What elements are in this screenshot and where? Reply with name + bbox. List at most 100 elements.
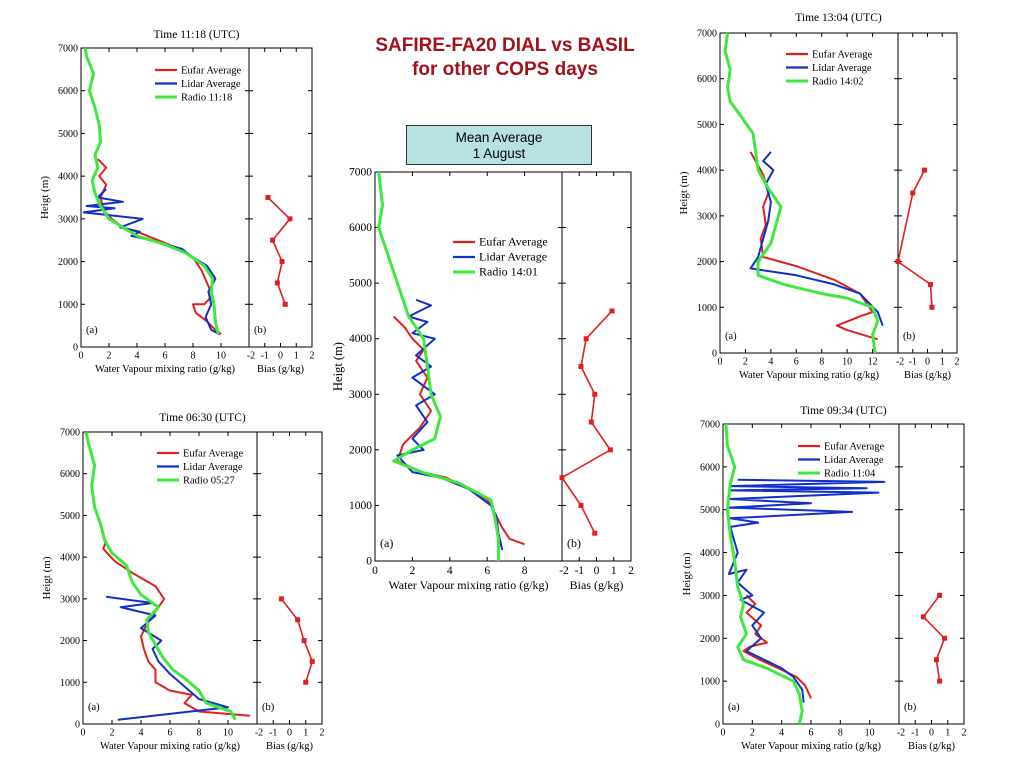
x-tick-label: 10 — [223, 728, 233, 739]
x-tick-label: 4 — [779, 728, 784, 739]
y-axis-label: Heigt (m) — [41, 556, 53, 599]
y-tick-label: 1000 — [58, 300, 78, 311]
y-tick-label: 1000 — [349, 500, 372, 512]
x-tick-label: 2 — [110, 728, 115, 739]
x-tick-label: 8 — [197, 728, 202, 739]
bias-point — [942, 635, 947, 641]
bias-x-tick-label: 0 — [278, 351, 283, 362]
y-tick-label: 0 — [73, 343, 78, 354]
y-axis-label: Heigt (m) — [678, 171, 690, 214]
bias-axis-label: Bias (g/kg) — [904, 370, 951, 381]
bias-x-tick-label: 1 — [940, 357, 945, 368]
bias-point — [895, 259, 901, 265]
y-tick-label: 2000 — [58, 257, 78, 268]
legend-label-2: Lidar Average — [812, 63, 872, 74]
y-tick-label: 0 — [75, 720, 80, 731]
series-line-2 — [396, 298, 504, 551]
bias-point — [927, 281, 933, 287]
legend-label-1: Eufar Average — [812, 50, 872, 61]
bias-x-tick-label: -1 — [269, 728, 277, 739]
x-tick-label: 2 — [750, 728, 755, 739]
series-line-1 — [742, 594, 812, 699]
mean-average-line1: Mean Average — [455, 130, 543, 145]
bias-point — [910, 190, 916, 196]
y-tick-label: 0 — [366, 556, 372, 568]
bias-x-tick-label: 1 — [294, 351, 299, 362]
panel-label-b: (b) — [254, 325, 267, 336]
panel-label-b: (b) — [262, 702, 275, 713]
bias-point — [282, 301, 288, 307]
x-tick-label: 6 — [168, 728, 173, 739]
panel-label-a: (a) — [725, 331, 737, 342]
y-axis-label: Heigt (m) — [39, 176, 51, 219]
legend-label-2: Lidar Average — [181, 79, 241, 90]
x-axis-label: Water Vapour mixing ratio (g/kg) — [739, 370, 880, 381]
bias-x-tick-label: 0 — [929, 728, 934, 739]
y-tick-label: 1000 — [697, 303, 717, 314]
bias-x-tick-label: 1 — [611, 565, 617, 577]
y-tick-label: 3000 — [697, 211, 717, 222]
series-line-1 — [97, 158, 222, 335]
legend-label-3: Radio 05:27 — [183, 476, 235, 487]
bias-x-tick-label: 0 — [925, 357, 930, 368]
x-tick-label: 8 — [522, 565, 528, 577]
x-tick-label: 6 — [163, 351, 168, 362]
y-tick-label: 5000 — [697, 120, 717, 131]
bias-point — [588, 419, 594, 425]
bias-x-tick-label: 1 — [303, 728, 308, 739]
chart-p5: Time 09:34 (UTC)010002000300040005000600… — [681, 405, 967, 752]
bias-x-tick-label: 2 — [955, 357, 960, 368]
series-line-3 — [84, 432, 237, 721]
plot-frame-b — [561, 171, 632, 562]
legend-label-1: Eufar Average — [824, 442, 884, 453]
chart-title: Time 13:04 (UTC) — [795, 12, 882, 24]
legend-label-2: Lidar Average — [824, 455, 884, 466]
x-tick-label: 6 — [794, 357, 799, 368]
y-tick-label: 6000 — [700, 462, 720, 473]
bias-point — [278, 596, 284, 602]
chart-p4: Time 13:04 (UTC)010002000300040005000600… — [678, 12, 960, 381]
chart-p1: Time 11:18 (UTC)010002000300040005000600… — [39, 29, 315, 375]
legend-label-2: Lidar Average — [183, 462, 243, 473]
plot-frame-b — [256, 431, 323, 725]
y-tick-label: 0 — [715, 720, 720, 731]
y-tick-label: 5000 — [349, 278, 372, 290]
x-tick-label: 10 — [216, 351, 226, 362]
bias-point — [609, 308, 615, 314]
panel-label-a: (a) — [728, 702, 740, 713]
x-axis-label: Water Vapour mixing ratio (g/kg) — [95, 364, 236, 375]
bias-x-tick-label: -1 — [574, 565, 584, 577]
x-tick-label: 2 — [107, 351, 112, 362]
series-line-2 — [106, 595, 229, 721]
legend-label-1: Eufar Average — [479, 235, 548, 249]
plot-frame-b — [248, 47, 313, 348]
x-tick-label: 8 — [191, 351, 196, 362]
y-axis-label: Heigt (m) — [331, 342, 345, 391]
plot-frame-b — [897, 32, 958, 354]
bias-point — [933, 657, 939, 663]
x-axis-label: Water Vapour mixing ratio (g/kg) — [741, 741, 882, 752]
x-axis-label: Water Vapour mixing ratio (g/kg) — [100, 741, 241, 752]
bias-point — [937, 592, 943, 598]
panel-label-b: (b) — [567, 536, 581, 550]
panel-label-a: (a) — [88, 702, 100, 713]
bias-point — [578, 502, 584, 508]
bias-x-tick-label: -2 — [897, 728, 905, 739]
bias-x-tick-label: -2 — [896, 357, 904, 368]
y-tick-label: 6000 — [697, 74, 717, 85]
bias-point — [929, 304, 935, 310]
bias-point — [309, 658, 315, 664]
x-axis-label: Water Vapour mixing ratio (g/kg) — [388, 578, 548, 592]
x-tick-label: 4 — [447, 565, 453, 577]
bias-x-tick-label: -2 — [247, 351, 255, 362]
series-line-2 — [749, 151, 884, 326]
chart-title: Time 11:18 (UTC) — [153, 29, 239, 41]
bias-x-tick-label: -1 — [909, 357, 917, 368]
y-tick-label: 2000 — [349, 444, 372, 456]
y-tick-label: 6000 — [58, 86, 78, 97]
bias-point — [592, 391, 598, 397]
x-tick-label: 8 — [819, 357, 824, 368]
plot-frame-b — [898, 423, 965, 725]
series-line-1 — [392, 315, 525, 546]
